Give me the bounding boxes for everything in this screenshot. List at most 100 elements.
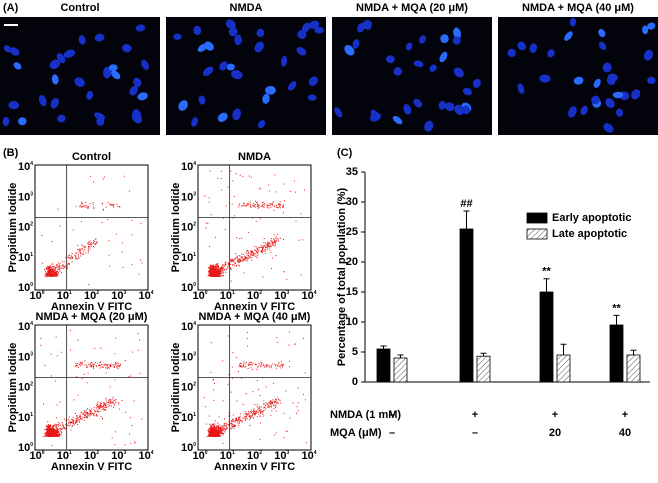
event-dot xyxy=(99,364,101,366)
x-tick-label: 101 xyxy=(220,450,235,462)
x-axis-label: Annexin V FITC xyxy=(214,301,295,313)
nucleus xyxy=(424,120,434,132)
tick-base: 10 xyxy=(301,290,313,302)
row-cell: 40 xyxy=(619,427,631,439)
event-dot xyxy=(255,363,257,365)
x-tick-label: 100 xyxy=(192,450,207,462)
event-dot xyxy=(209,435,211,437)
event-dot xyxy=(211,273,213,275)
event-dot xyxy=(304,189,306,191)
event-dot xyxy=(84,419,86,421)
tick-base: 10 xyxy=(220,450,232,462)
event-dot xyxy=(217,434,219,436)
event-dot xyxy=(220,170,222,172)
event-dot xyxy=(214,274,216,276)
event-dot xyxy=(256,380,258,382)
event-dot xyxy=(269,400,271,402)
event-dot xyxy=(220,269,222,271)
event-dot xyxy=(88,241,90,243)
event-dot xyxy=(76,418,78,420)
event-dot xyxy=(251,250,253,252)
event-dot xyxy=(96,409,98,411)
event-dot xyxy=(140,259,142,261)
event-dot xyxy=(241,420,243,422)
event-dot xyxy=(58,432,60,434)
event-dot xyxy=(97,401,99,403)
event-dot xyxy=(55,426,57,428)
event-dot xyxy=(51,435,53,437)
event-dot xyxy=(44,275,46,277)
event-dot xyxy=(94,242,96,244)
event-dot xyxy=(270,366,272,368)
event-dot xyxy=(222,429,224,431)
nucleus xyxy=(314,26,324,34)
y-tick-label: 102 xyxy=(181,221,196,233)
event-dot xyxy=(217,427,219,429)
event-dot xyxy=(274,406,276,408)
event-dot xyxy=(44,432,46,434)
event-dot xyxy=(46,273,48,275)
event-dot xyxy=(255,200,257,202)
nucleus xyxy=(564,31,573,41)
event-dot xyxy=(217,434,219,436)
event-dot xyxy=(55,272,57,274)
nucleus xyxy=(573,76,584,85)
event-dot xyxy=(275,401,277,403)
event-dot xyxy=(83,246,85,248)
event-dot xyxy=(274,400,276,402)
event-dot xyxy=(213,425,215,427)
event-dot xyxy=(109,364,111,366)
event-dot xyxy=(239,174,241,176)
event-dot xyxy=(49,432,51,434)
event-dot xyxy=(70,421,72,423)
event-dot xyxy=(288,344,290,346)
event-dot xyxy=(250,251,252,253)
event-dot xyxy=(80,412,82,414)
event-dot xyxy=(270,401,272,403)
event-dot xyxy=(58,265,60,267)
event-dot xyxy=(269,242,271,244)
event-dot xyxy=(266,406,268,408)
event-dot xyxy=(56,404,58,406)
event-dot xyxy=(219,268,221,270)
event-dot xyxy=(81,248,83,250)
event-dot xyxy=(54,269,56,271)
event-dot xyxy=(211,268,213,270)
event-dot xyxy=(107,363,109,365)
event-dot xyxy=(217,270,219,272)
event-dot xyxy=(250,252,252,254)
event-dot xyxy=(244,257,246,259)
event-dot xyxy=(251,255,253,257)
nucleus xyxy=(472,78,481,88)
y-tick-label: 103 xyxy=(181,191,196,203)
event-dot xyxy=(57,265,59,267)
event-dot xyxy=(216,272,218,274)
event-dot xyxy=(263,238,265,240)
event-dot xyxy=(108,400,110,402)
tick-exponent: 4 xyxy=(314,450,317,456)
event-dot xyxy=(230,170,232,172)
nucleus xyxy=(429,64,437,72)
event-dot xyxy=(210,432,212,434)
event-dot xyxy=(54,424,56,426)
event-dot xyxy=(222,217,224,219)
nucleus xyxy=(191,117,198,127)
y-tick-label: 101 xyxy=(181,252,196,264)
event-dot xyxy=(80,362,82,364)
event-dot xyxy=(236,256,238,258)
nucleus xyxy=(111,70,121,80)
event-dot xyxy=(90,365,92,367)
event-dot xyxy=(273,240,275,242)
event-dot xyxy=(81,248,83,250)
event-dot xyxy=(54,430,56,432)
event-dot xyxy=(249,256,251,258)
event-dot xyxy=(92,204,94,206)
event-dot xyxy=(262,413,264,415)
event-dot xyxy=(93,368,95,370)
event-dot xyxy=(260,406,262,408)
event-dot xyxy=(259,438,261,440)
event-dot xyxy=(248,362,250,364)
event-dot xyxy=(92,202,94,204)
event-dot xyxy=(55,271,57,273)
event-dot xyxy=(217,430,219,432)
